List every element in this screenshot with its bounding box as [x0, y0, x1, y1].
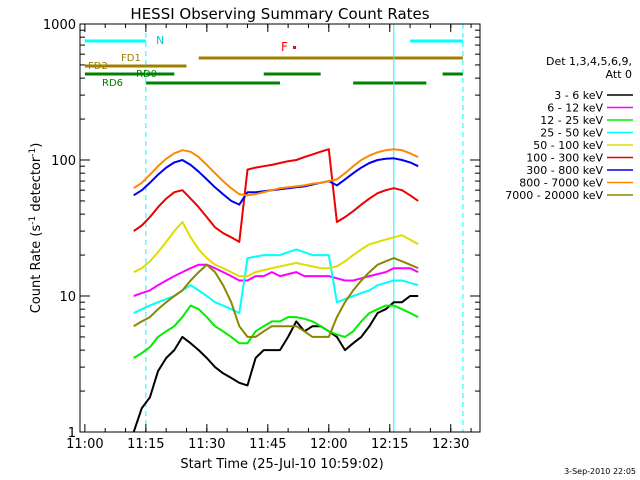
y-axis-title-text: Count Rate (s-1 detector-1): [28, 143, 44, 314]
x-tick-label: 12:15: [371, 437, 408, 452]
series-line-6-12-kev: [133, 263, 419, 297]
y-tick-label: 10: [59, 290, 76, 305]
flag-label-rd0: RD0: [136, 69, 157, 80]
flag-bars: [84, 39, 463, 85]
legend-label-100-300-kev: 100 - 300 keV: [526, 152, 603, 165]
flag-label-flare: F: [281, 40, 288, 54]
legend-header-1: Det 1,3,4,5,6,9,: [546, 55, 632, 68]
series-line-7000-20000-kev: [133, 257, 419, 338]
legend-label-12-25-kev: 12 - 25 keV: [540, 114, 603, 127]
x-axis-title: Start Time (25-Jul-10 10:59:02): [180, 457, 383, 472]
chart-title: HESSI Observing Summary Count Rates: [130, 5, 429, 23]
legend-label-50-100-kev: 50 - 100 keV: [533, 139, 603, 152]
y-axis: 1 10 100 1000: [43, 18, 480, 441]
y-tick-label: 1000: [43, 18, 76, 33]
legend-label-300-800-kev: 300 - 800 keV: [526, 164, 603, 177]
x-tick-label: 11:45: [249, 437, 286, 452]
flag-label-fd2: FD2: [88, 61, 108, 72]
flag-label-night: N: [156, 34, 164, 47]
legend-label-25-50-kev: 25 - 50 keV: [540, 127, 603, 140]
legend-label-7000-20000-kev: 7000 - 20000 keV: [505, 189, 603, 202]
x-tick-label: 12:30: [432, 437, 469, 452]
flag-label-rd6: RD6: [102, 78, 123, 89]
legend-label-3-6-kev: 3 - 6 keV: [554, 89, 603, 102]
series-line-800-7000-kev: [133, 148, 419, 197]
x-tick-label: 11:30: [188, 437, 225, 452]
ylabel-main: Count Rate (s: [29, 225, 44, 314]
series-line-12-25-kev: [133, 304, 419, 359]
plot-frame: [79, 23, 481, 433]
x-tick-label: 11:00: [66, 437, 103, 452]
x-axis: 11:00 11:15 11:30 11:45 12:00 12:15 12:30: [66, 24, 472, 452]
footer-date: 3-Sep-2010 22:05: [564, 467, 636, 476]
flag-label-fd1: FD1: [121, 53, 141, 64]
x-tick-label: 12:00: [310, 437, 347, 452]
x-tick-label: 11:15: [127, 437, 164, 452]
ylabel-sup2: -1: [28, 148, 38, 157]
ylabel-end: ): [29, 143, 44, 148]
legend-label-800-7000-kev: 800 - 7000 keV: [519, 177, 603, 190]
series-line-3-6-kev: [132, 295, 419, 433]
y-axis-title: Count Rate (s-1 detector-1): [28, 143, 44, 314]
ylabel-sup1: -1: [28, 216, 38, 225]
y-tick-label: 100: [51, 154, 76, 169]
series-line-50-100-kev: [133, 221, 419, 278]
y-tick-label: 1: [68, 426, 76, 441]
legend-header-2: Att 0: [606, 68, 632, 81]
legend-label-6-12-kev: 6 - 12 keV: [547, 102, 603, 115]
series-group: [132, 148, 419, 433]
flare-marker: [293, 46, 296, 49]
series-line-100-300-kev: [133, 148, 419, 243]
ylabel-mid: detector: [29, 156, 44, 216]
